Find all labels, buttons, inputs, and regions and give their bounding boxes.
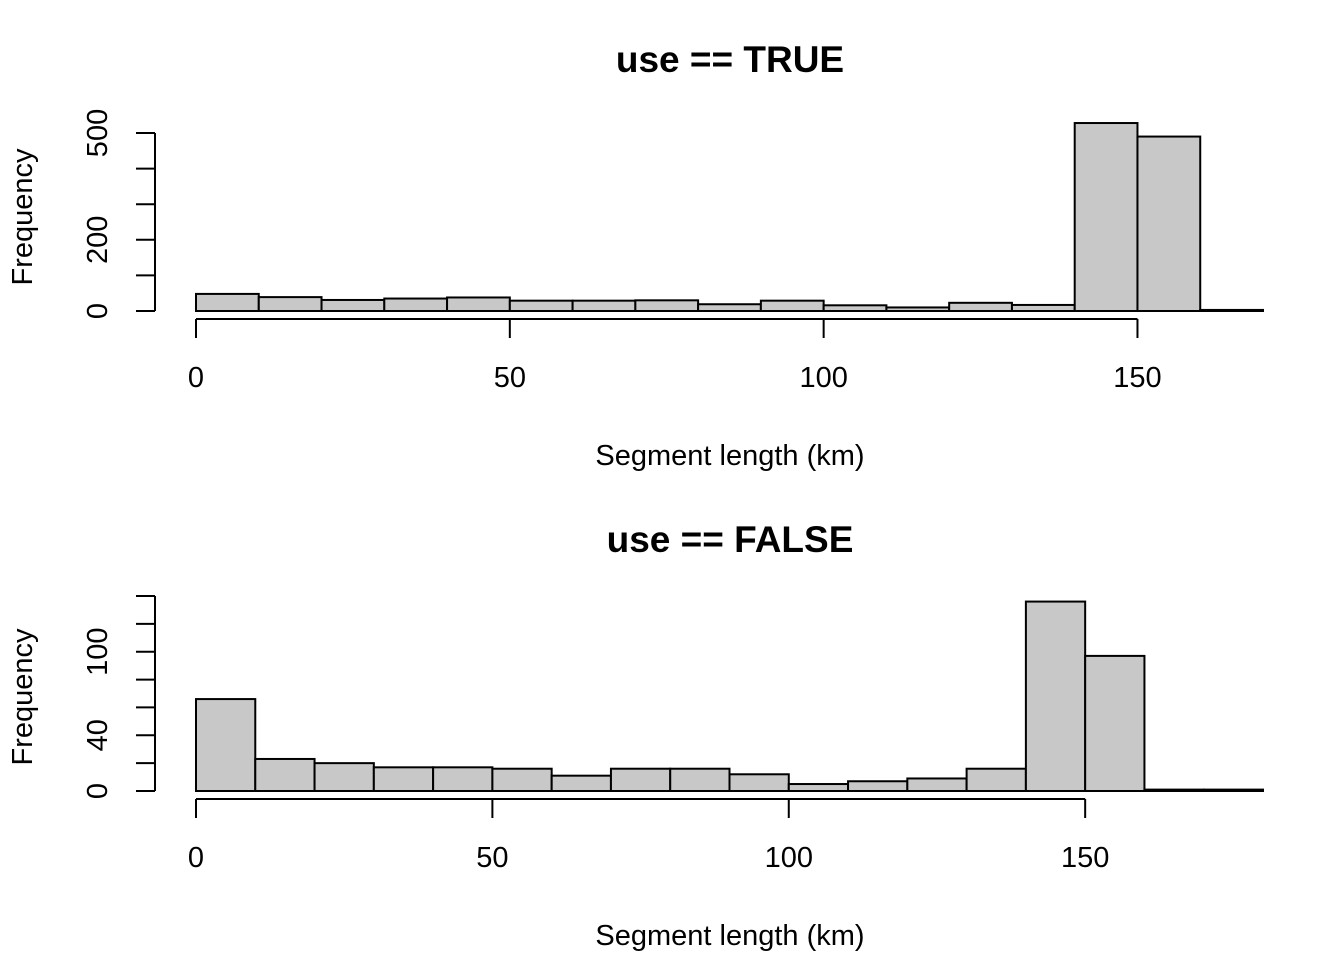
y-tick-label: 0 <box>82 303 114 319</box>
histogram-bar <box>847 780 909 792</box>
x-tick-label: 50 <box>494 362 526 394</box>
histogram-panel-false: use == FALSE Frequency Segment length (k… <box>7 519 1264 952</box>
histogram-bar <box>965 767 1027 793</box>
histogram-bar <box>257 296 323 312</box>
histogram-bar <box>571 299 637 312</box>
histogram-bar <box>1084 654 1146 793</box>
histogram-bar <box>446 296 511 312</box>
histogram-bar <box>669 767 731 793</box>
y-tick-label: 200 <box>82 216 114 264</box>
y-tick-label: 0 <box>82 783 114 799</box>
y-tick-label: 100 <box>82 628 114 676</box>
histogram-bar <box>313 762 375 793</box>
histogram-bar <box>1199 308 1265 313</box>
histogram-bar <box>195 292 260 312</box>
histogram-bar <box>1010 303 1076 312</box>
histogram-bar <box>1202 788 1264 792</box>
x-tick-label: 50 <box>476 842 508 874</box>
histogram-bar <box>383 297 449 313</box>
histogram-bar <box>1073 122 1139 312</box>
histogram-bar <box>885 306 951 313</box>
bar-group <box>195 600 1264 793</box>
histogram-bar <box>254 757 316 793</box>
y-tick-label: 500 <box>82 109 114 157</box>
chart-title: use == FALSE <box>607 519 854 560</box>
x-tick-label: 150 <box>1113 362 1161 394</box>
histogram-bar <box>195 698 257 792</box>
y-axis: 0 40 100 <box>82 595 156 799</box>
histogram-panel-true: use == TRUE Frequency Segment length (km… <box>7 39 1265 472</box>
y-axis-label: Frequency <box>7 628 39 766</box>
histogram-bar <box>759 299 825 312</box>
histogram-bar <box>634 299 700 313</box>
y-tick-label: 40 <box>82 719 114 751</box>
x-axis: 0 50 100 150 <box>188 318 1162 394</box>
histogram-bar <box>948 301 1013 313</box>
x-axis: 0 50 100 150 <box>188 798 1109 874</box>
y-axis: 0 200 500 <box>82 109 156 319</box>
histogram-bar <box>320 298 386 312</box>
x-tick-label: 0 <box>188 362 204 394</box>
histogram-bar <box>1143 788 1205 792</box>
histogram-bar <box>1024 600 1087 792</box>
histogram-bar <box>372 766 435 792</box>
histogram-bar <box>491 767 553 793</box>
histogram-bar <box>787 783 850 792</box>
y-axis-label: Frequency <box>7 148 39 286</box>
bar-group <box>195 122 1265 313</box>
histogram-bar <box>550 774 612 793</box>
x-tick-label: 100 <box>799 362 847 394</box>
x-tick-label: 0 <box>188 842 204 874</box>
histogram-bar <box>728 773 790 792</box>
x-axis-label: Segment length (km) <box>595 920 864 952</box>
x-axis-label: Segment length (km) <box>595 440 864 472</box>
histogram-bar <box>1136 135 1202 312</box>
x-tick-label: 150 <box>1061 842 1109 874</box>
x-tick-label: 100 <box>765 842 813 874</box>
histogram-bar <box>508 299 574 312</box>
histogram-bar <box>609 767 672 793</box>
histogram-bar <box>697 303 762 312</box>
histogram-bar <box>822 304 888 312</box>
histogram-bar <box>432 766 494 792</box>
chart-title: use == TRUE <box>616 39 844 80</box>
histogram-bar <box>906 777 968 793</box>
